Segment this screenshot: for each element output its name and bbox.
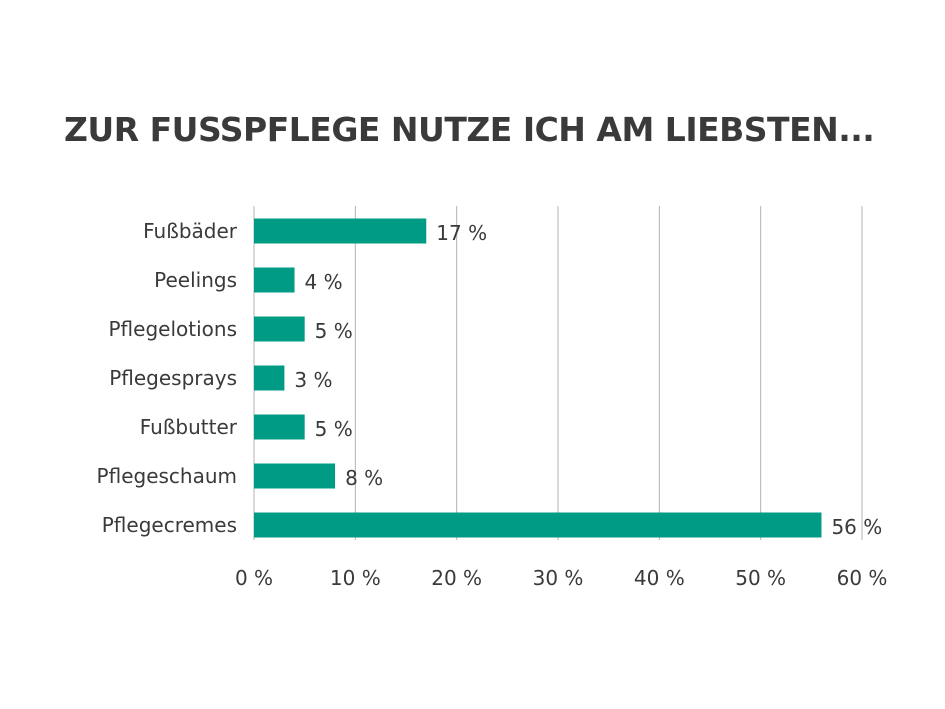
x-tick-label: 10 %	[330, 566, 381, 590]
data-label: 4 %	[305, 270, 343, 294]
bar	[254, 316, 305, 342]
category-label: Pflegelotions	[109, 317, 238, 341]
category-label: Fußbutter	[140, 415, 238, 439]
data-label: 17 %	[436, 221, 487, 245]
bar	[254, 463, 336, 489]
bar	[254, 512, 822, 538]
data-label: 3 %	[294, 368, 332, 392]
x-tick-label: 30 %	[533, 566, 584, 590]
grid-lines	[253, 206, 863, 540]
data-label: 5 %	[315, 417, 353, 441]
x-tick-label: 60 %	[837, 566, 888, 590]
x-tick-label: 40 %	[634, 566, 685, 590]
category-label: Pflegecremes	[102, 513, 237, 537]
category-label: Pflegesprays	[109, 366, 237, 390]
bars	[254, 218, 822, 538]
x-tick-label: 20 %	[431, 566, 482, 590]
category-label: Pflegeschaum	[97, 464, 237, 488]
category-label: Peelings	[154, 268, 237, 292]
bar	[254, 218, 427, 244]
x-tick-label: 50 %	[735, 566, 786, 590]
bar	[254, 414, 305, 440]
bar	[254, 267, 295, 293]
data-label: 8 %	[345, 466, 383, 490]
category-label: Fußbäder	[143, 219, 238, 243]
data-label: 56 %	[831, 515, 882, 539]
chart-title: ZUR FUSSPFLEGE NUTZE ICH AM LIEBSTEN...	[64, 110, 875, 149]
bar	[254, 365, 285, 391]
x-tick-label: 0 %	[235, 566, 273, 590]
data-label: 5 %	[315, 319, 353, 343]
labels: 0 % 10 % 20 % 30 % 40 % 50 % 60 % Fußbäder 17 % P…	[97, 219, 888, 590]
